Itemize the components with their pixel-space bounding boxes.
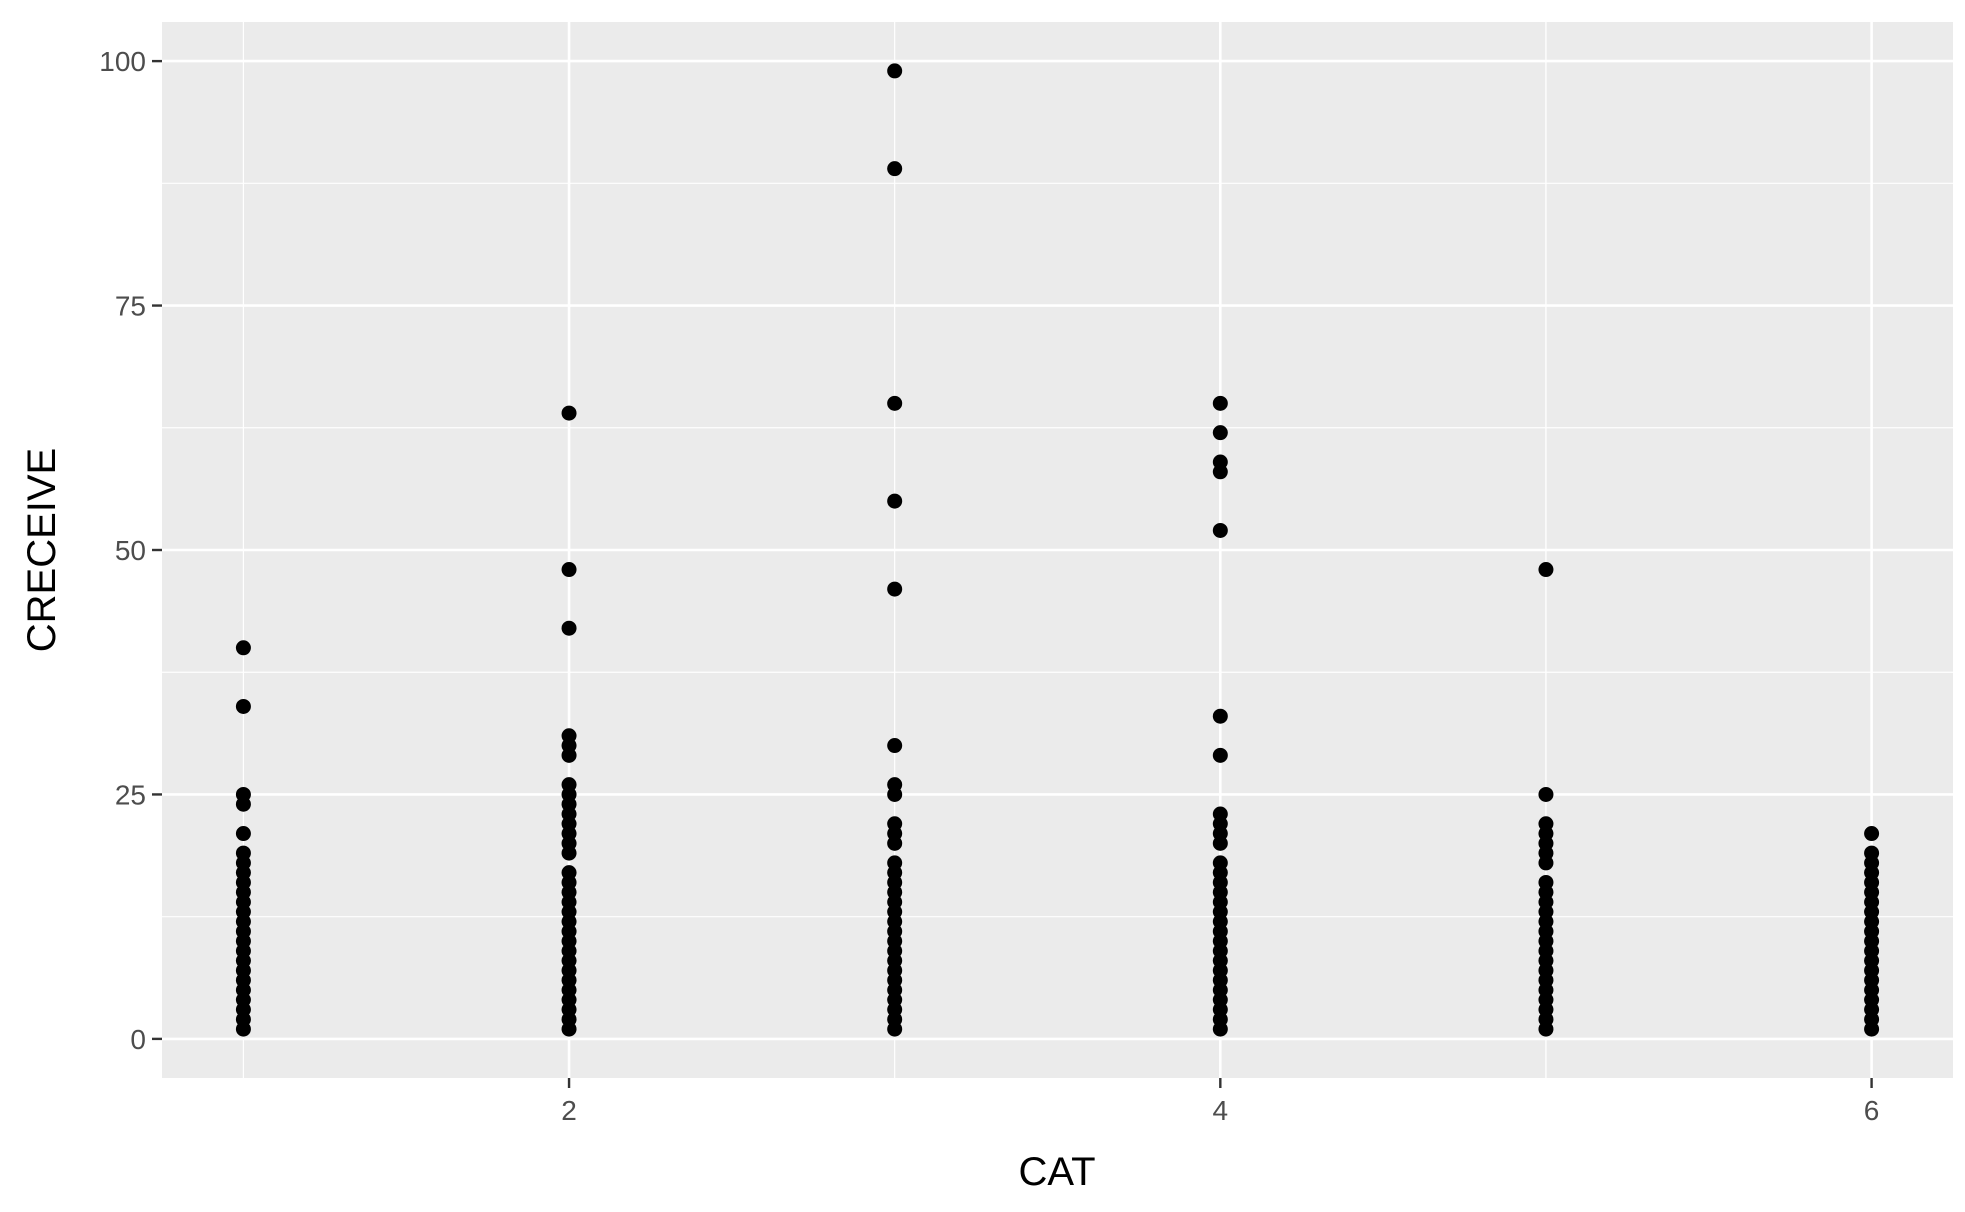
data-point [1212,522,1228,538]
y-tick-label: 50 [115,535,146,566]
x-tick-label: 2 [561,1095,577,1126]
data-point [1538,786,1554,802]
data-point [1212,454,1228,470]
axes: 2 4 6 0 25 50 75 100 [99,46,1879,1126]
data-point [887,395,903,411]
y-tick-label: 100 [99,46,146,77]
y-tick-label: 25 [115,779,146,810]
data-point [235,845,251,861]
data-point [1212,395,1228,411]
data-point [1538,816,1554,832]
data-point [887,493,903,509]
data-point [887,63,903,79]
data-point [887,161,903,177]
data-point [235,786,251,802]
data-point [887,581,903,597]
data-point [561,865,577,881]
data-point [1212,425,1228,441]
data-point [1212,708,1228,724]
data-point [235,640,251,656]
x-tick-label: 4 [1213,1095,1229,1126]
data-point [887,738,903,754]
y-tick-label: 0 [130,1024,146,1055]
data-point [235,826,251,842]
data-points [235,63,1880,1037]
data-point [887,855,903,871]
data-point [1538,562,1554,578]
data-point [561,728,577,744]
data-point [1538,874,1554,890]
data-point [1212,855,1228,871]
data-point [235,698,251,714]
data-point [561,405,577,421]
y-tick-label: 75 [115,291,146,322]
x-axis-title: CAT [1018,1150,1095,1194]
data-point [561,777,577,793]
data-point [1864,845,1880,861]
x-tick-label: 6 [1864,1095,1880,1126]
data-point [1212,747,1228,763]
data-point [1212,806,1228,822]
data-point [887,777,903,793]
data-point [1864,826,1880,842]
data-point [561,620,577,636]
data-point [561,562,577,578]
y-axis-title: CRECEIVE [20,448,64,653]
data-point [887,816,903,832]
